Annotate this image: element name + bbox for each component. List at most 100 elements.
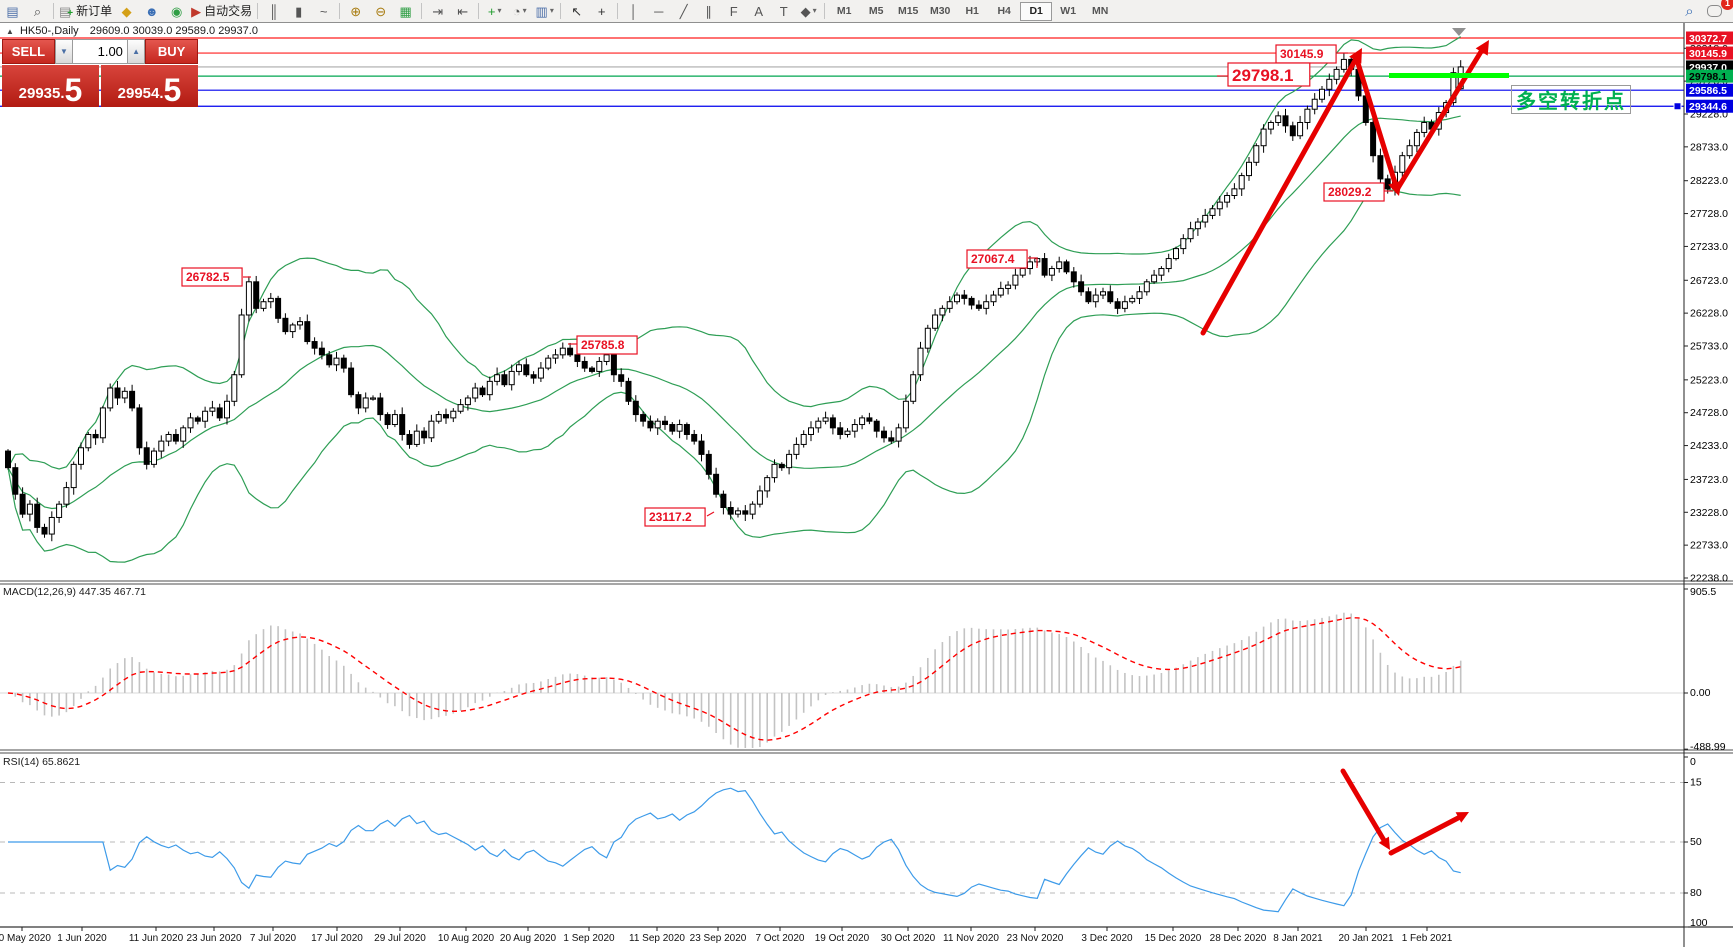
text-button[interactable]: A [746, 2, 771, 21]
fibonacci-button[interactable]: F [721, 2, 746, 21]
signals-button[interactable]: ◉ [164, 2, 189, 21]
trend-arrow-line[interactable] [1354, 57, 1399, 189]
candle-bullish [990, 294, 997, 303]
macd-tick-label: 0.00 [1690, 687, 1711, 699]
indicators-button[interactable]: + ▾ [482, 2, 507, 21]
new-order-button[interactable]: ▤ + 新订单 [57, 2, 114, 21]
sell-button[interactable]: SELL [2, 39, 55, 64]
rsi-arrowhead-icon [1455, 812, 1469, 823]
periods-button[interactable]: ◔ ▾ [507, 2, 532, 21]
timeframe-m15[interactable]: M15 [897, 5, 919, 17]
horizontal-line-button[interactable]: ─ [646, 2, 671, 21]
crosshair-icon: + [597, 3, 606, 19]
timeframe-m30[interactable]: M30 [929, 5, 951, 17]
zoom-out-button[interactable]: ⊖ [368, 2, 393, 21]
chart-shift-button[interactable]: ⇤ [450, 2, 475, 21]
support-zone-bar[interactable] [1389, 73, 1509, 78]
tile-windows-button[interactable]: ▦ [393, 2, 418, 21]
swing-label-box[interactable] [1227, 62, 1311, 87]
crosshair-button[interactable]: + [589, 2, 614, 21]
bar-chart-mode-button[interactable]: ║ [261, 2, 286, 21]
chart-shift-marker-icon[interactable] [1452, 28, 1466, 36]
rsi-arrow-line[interactable] [1340, 768, 1388, 845]
buy-button[interactable]: BUY [145, 39, 199, 64]
chat-button[interactable]: 1 [1702, 0, 1733, 21]
volume-increase-button[interactable]: ▲ [126, 39, 146, 64]
templates-button[interactable]: ▥ ▾ [532, 2, 557, 21]
trendline-icon: ╱ [679, 3, 688, 19]
candle-bullish [63, 487, 70, 505]
candle-bearish [1041, 258, 1048, 276]
periods-dropdown-icon[interactable]: ▾ [522, 6, 527, 15]
community-button[interactable]: ☻ [139, 2, 164, 21]
timeframe-h4[interactable]: H4 [997, 5, 1011, 17]
candle-bearish [742, 510, 749, 515]
volume-input[interactable]: 1.00 [73, 39, 127, 64]
candlesticks[interactable] [5, 53, 1464, 542]
candlestick-mode-button[interactable]: ▮ [286, 2, 311, 21]
turning-point-text-label[interactable]: 多空转折点 [1511, 85, 1631, 114]
swing-label-box[interactable] [181, 267, 243, 287]
rsi-arrow-line[interactable] [1388, 814, 1463, 856]
candle-bullish [983, 301, 990, 309]
candle-bullish [932, 314, 939, 329]
selected-line-handle[interactable] [1673, 102, 1682, 111]
macd-pane [0, 612, 1684, 748]
zoom-in-button[interactable]: ⊕ [343, 2, 368, 21]
price-tick-label: 26723.0 [1690, 275, 1728, 287]
chart-preview-icon: ⌕ [33, 3, 42, 19]
swing-label-box[interactable] [644, 507, 706, 527]
vertical-line-button[interactable]: │ [621, 2, 646, 21]
toolbar-separator [339, 3, 341, 19]
timeframe-m1[interactable]: M1 [836, 5, 852, 17]
candle-bullish [1216, 201, 1223, 210]
swing-label-box[interactable] [1323, 182, 1385, 202]
cursor-button[interactable]: ↖ [564, 2, 589, 21]
trendline-button[interactable]: ╱ [671, 2, 696, 21]
timeframe-h1[interactable]: H1 [965, 5, 979, 17]
templates-dropdown-icon[interactable]: ▾ [549, 6, 554, 15]
timeframe-mn[interactable]: MN [1092, 5, 1109, 17]
community-icon: ☻ [144, 3, 159, 19]
swing-label-box[interactable] [966, 249, 1028, 269]
candle-bearish [355, 394, 362, 409]
candle-bullish [859, 417, 866, 426]
timeframe-d1[interactable]: D1 [1020, 1, 1053, 21]
trend-arrow-line[interactable] [1200, 54, 1360, 336]
rsi-indicator-label: RSI(14) 65.8621 [3, 756, 81, 768]
candle-bullish [435, 414, 442, 422]
chart-preview-button[interactable]: ⌕ [25, 2, 50, 21]
fibonacci-icon: F [729, 3, 738, 19]
buy-price-display[interactable]: 29954. 5 [101, 65, 198, 107]
trend-arrow-line[interactable] [1395, 47, 1485, 191]
search-button[interactable]: ⌕ [1677, 2, 1702, 21]
timeframe-w1[interactable]: W1 [1060, 5, 1077, 17]
swing-label-box[interactable] [576, 335, 638, 355]
macd-tick-label: 905.5 [1690, 586, 1716, 598]
arrows-tool-button[interactable]: ◆ ▾ [796, 2, 821, 21]
volume-decrease-button[interactable]: ▼ [54, 39, 74, 64]
auto-scroll-button[interactable]: ⇥ [425, 2, 450, 21]
candle-bullish [537, 367, 544, 379]
timeframe-m5[interactable]: M5 [868, 5, 884, 17]
market-gold-button[interactable]: ◆ [114, 2, 139, 21]
indicators-icon: + [487, 3, 496, 19]
candle-bullish [771, 463, 778, 479]
price-badge [1686, 99, 1733, 113]
candle-bullish [202, 410, 209, 422]
sell-price-display[interactable]: 29935. 5 [2, 65, 99, 107]
swing-price-labels[interactable]: 26782.5 25785.8 23117.2 27067.4 30145.9 29798… [181, 44, 1393, 527]
indicators-dropdown-icon[interactable]: ▾ [497, 6, 502, 15]
buy-price-big-digit: 5 [163, 71, 182, 108]
new-chart-button[interactable]: ▤ [0, 2, 25, 21]
drawing-annotations[interactable] [1200, 40, 1509, 856]
auto-trading-button[interactable]: ▶ 自动交易 [189, 2, 254, 21]
equidistant-channel-button[interactable]: ∥ [696, 2, 721, 21]
text-label-button[interactable]: T [771, 2, 796, 21]
line-chart-mode-button[interactable]: ~ [311, 2, 336, 21]
collapse-triangle-icon[interactable]: ▲ [6, 27, 14, 36]
candle-bullish [1267, 121, 1274, 130]
date-tick-label: 7 Jul 2020 [250, 933, 297, 944]
arrows-tool-dropdown-icon[interactable]: ▾ [812, 6, 817, 15]
